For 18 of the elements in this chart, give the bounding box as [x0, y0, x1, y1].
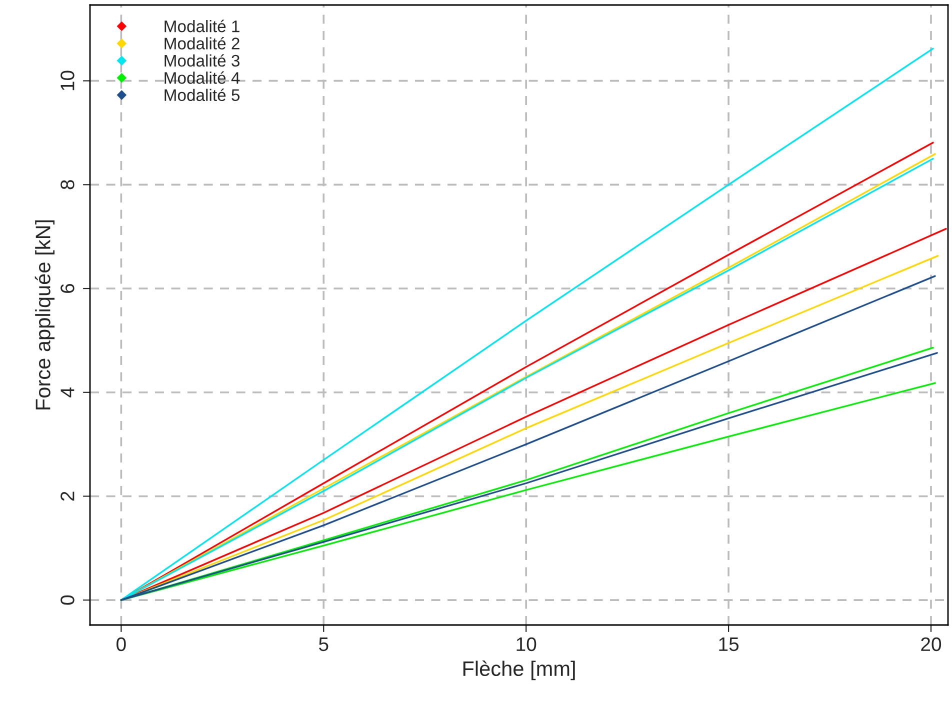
x-tick-label: 20 [921, 637, 942, 652]
legend-label: Modalité 1 [164, 20, 240, 32]
x-axis-title: Flèche [mm] [463, 660, 575, 680]
x-tick-label: 0 [116, 637, 126, 652]
legend-label: Modalité 4 [164, 71, 240, 84]
legend-label: Modalité 3 [164, 54, 240, 67]
y-tick-label: 10 [60, 70, 74, 90]
y-tick-label: 4 [60, 388, 74, 398]
y-axis-title: Force appliquée [kN] [34, 220, 55, 410]
y-tick-label: 8 [60, 180, 74, 190]
y-tick-label: 6 [60, 284, 74, 293]
legend-label: Modalité 2 [164, 37, 240, 50]
x-tick-label: 10 [516, 637, 536, 652]
y-tick-label: 0 [60, 595, 74, 605]
x-tick-label: 15 [719, 638, 739, 652]
x-tick-label: 5 [319, 638, 328, 652]
legend-label: Modalité 5 [164, 88, 240, 102]
y-tick-label: 2 [60, 492, 74, 501]
